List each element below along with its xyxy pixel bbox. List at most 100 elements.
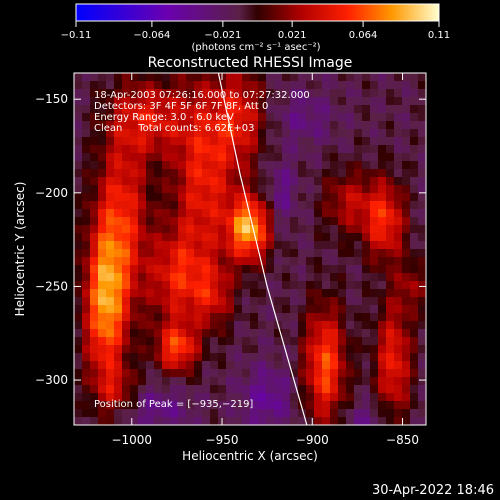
heatmap-cell [322,249,331,258]
heatmap-cell [298,265,307,274]
heatmap-cell [386,401,395,410]
heatmap-cell [354,201,363,210]
heatmap-cell [210,225,219,234]
heatmap-cell [178,393,187,402]
heatmap-cell [386,409,395,418]
heatmap-cell [362,273,371,282]
heatmap-cell [282,225,291,234]
heatmap-cell [178,313,187,322]
heatmap-cell [194,177,203,186]
heatmap-cell [394,113,403,122]
heatmap-cell [122,313,131,322]
heatmap-cell [338,185,347,194]
heatmap-cell [242,361,251,370]
heatmap-cell [266,185,275,194]
heatmap-cell [282,337,291,346]
heatmap-cell [306,329,315,338]
heatmap-cell [346,97,355,106]
heatmap-cell [258,329,267,338]
heatmap-cell [298,345,307,354]
heatmap-cell [386,209,395,218]
heatmap-cell [226,153,235,162]
heatmap-cell [82,393,91,402]
info-line-detectors: Detectors: 3F 4F 5F 6F 7F 8F, Att 0 [94,101,268,112]
heatmap-cell [250,417,259,425]
heatmap-cell [234,273,243,282]
heatmap-cell [410,289,419,298]
heatmap-cell [234,225,243,234]
heatmap-cell [354,305,363,314]
heatmap-cell [410,129,419,138]
heatmap-cell [290,105,299,114]
heatmap-cell [170,129,179,138]
heatmap-cell [330,409,339,418]
heatmap-cell [346,201,355,210]
heatmap-cell [74,321,83,330]
heatmap-cell [234,289,243,298]
heatmap-cell [330,305,339,314]
heatmap-cell [162,361,171,370]
heatmap-cell [370,289,379,298]
heatmap-cell [290,185,299,194]
heatmap-cell [306,417,315,425]
heatmap-cell [346,337,355,346]
heatmap-cell [122,249,131,258]
heatmap-cell [378,81,387,90]
heatmap-cell [194,361,203,370]
heatmap-cell [218,409,227,418]
heatmap-cell [314,209,323,218]
heatmap-cell [322,113,331,122]
heatmap-cell [90,81,99,90]
heatmap-cell [338,305,347,314]
heatmap-cell [138,297,147,306]
heatmap-cell [266,97,275,106]
heatmap-cell [322,305,331,314]
heatmap-cell [402,345,411,354]
heatmap-cell [258,377,267,386]
heatmap-cell [90,97,99,106]
heatmap-cell [130,361,139,370]
heatmap-cell [322,313,331,322]
heatmap-cell [346,369,355,378]
heatmap-cell [402,137,411,146]
heatmap-cell [170,225,179,234]
heatmap-cell [258,137,267,146]
heatmap-cell [194,385,203,394]
heatmap-cell [74,385,83,394]
heatmap-cell [274,377,283,386]
heatmap-cell [226,385,235,394]
heatmap-cell [306,153,315,162]
heatmap-cell [386,73,395,82]
heatmap-cell [202,361,211,370]
heatmap-cell [282,241,291,250]
heatmap-cell [250,393,259,402]
heatmap-cell [82,129,91,138]
heatmap-cell [338,385,347,394]
heatmap-cell [74,209,83,218]
heatmap-cell [170,329,179,338]
heatmap-cell [402,305,411,314]
heatmap-cell [362,289,371,298]
heatmap-cell [194,201,203,210]
heatmap-cell [306,289,315,298]
heatmap-cell [178,273,187,282]
heatmap-cell [386,137,395,146]
heatmap-cell [258,281,267,290]
heatmap-cell [258,345,267,354]
heatmap-cell [394,313,403,322]
heatmap-cell [234,265,243,274]
heatmap-cell [242,177,251,186]
heatmap-cell [306,217,315,226]
heatmap-cell [370,185,379,194]
heatmap-cell [346,161,355,170]
heatmap-cell [250,153,259,162]
heatmap-cell [186,81,195,90]
heatmap-cell [170,289,179,298]
heatmap-cell [378,329,387,338]
heatmap-cell [314,345,323,354]
heatmap-cell [146,409,155,418]
heatmap-cell [282,81,291,90]
heatmap-cell [370,169,379,178]
heatmap-cell [154,161,163,170]
heatmap-cell [362,105,371,114]
